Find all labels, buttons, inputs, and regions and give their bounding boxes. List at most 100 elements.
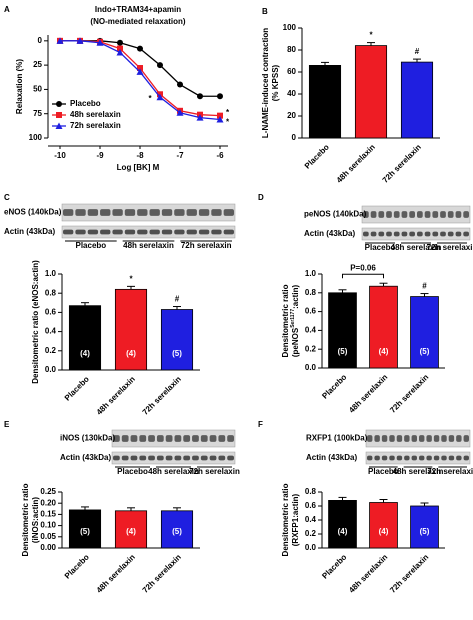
blot-band	[148, 455, 155, 461]
x-tick-label: 72h serelaxin	[388, 372, 430, 414]
n-label: (5)	[80, 527, 90, 536]
blot-group-label: Placebo	[117, 467, 148, 476]
blot-band	[401, 231, 408, 237]
blot-band	[426, 435, 432, 442]
legend-label: Placebo	[70, 99, 101, 108]
y-axis-label-part: :actin)	[291, 285, 300, 309]
y-tick-label: 0.6	[305, 307, 317, 316]
bar	[308, 65, 342, 139]
x-tick-label: -7	[176, 151, 184, 160]
blot-label: Actin (43kDa)	[4, 227, 55, 236]
y-tick-label: 1.0	[45, 269, 57, 278]
blot-band	[440, 231, 446, 237]
blot-band	[417, 211, 423, 218]
blot-band	[381, 455, 388, 461]
blot-band	[124, 209, 136, 216]
blot-band	[456, 435, 462, 442]
blot-label: eNOS (140kDa)	[4, 208, 62, 217]
y-tick-label: 0.4	[305, 326, 317, 335]
blot-band	[378, 211, 385, 218]
y-tick-label: 100	[283, 23, 297, 32]
marker	[117, 45, 123, 52]
n-label: (4)	[338, 527, 348, 536]
blot-band	[139, 455, 147, 461]
blot-band	[200, 435, 208, 442]
x-tick-label: Placebo	[320, 372, 348, 400]
blot-band	[432, 231, 439, 237]
chart-title: Indo+TRAM34+apamin	[95, 5, 181, 14]
n-label: (5)	[338, 347, 348, 356]
y-tick-label: 50	[33, 85, 42, 94]
y-axis-label: Densitometric ratio	[281, 284, 290, 357]
blot-group-label: Placebo	[365, 243, 396, 252]
legend-label: 72h serelaxin	[70, 121, 121, 130]
blot-band	[211, 229, 222, 235]
x-tick-label: Placebo	[63, 374, 91, 402]
y-tick-label: 20	[287, 111, 296, 120]
blot-band	[367, 455, 373, 461]
x-tick-label: -9	[96, 151, 104, 160]
blot-label: RXFP1 (100kDa)	[306, 434, 368, 443]
blot-label: peNOS (140kDa)	[304, 210, 367, 219]
x-tick-label: 72h serelaxin	[141, 552, 183, 594]
blot-band	[396, 435, 403, 442]
blot-band	[448, 435, 455, 442]
x-axis-label: Log [BK] M	[117, 163, 160, 172]
marker	[216, 116, 224, 123]
blot-band	[363, 211, 369, 218]
blot-band	[113, 435, 120, 442]
blot-band	[447, 211, 454, 218]
blot-band	[432, 211, 439, 218]
y-tick-label: 0.2	[45, 346, 57, 355]
bar	[354, 45, 388, 139]
bar	[369, 502, 398, 549]
y-tick-label: 0.2	[305, 344, 317, 353]
bar	[160, 510, 194, 549]
blot-band	[426, 455, 432, 461]
blot-band	[218, 455, 226, 461]
marker	[96, 39, 104, 46]
marker	[197, 93, 203, 100]
panel-letter: E	[4, 420, 10, 429]
panel-letter: F	[258, 420, 263, 429]
y-axis-label: Densitometric ratio	[281, 483, 290, 556]
blot-band	[200, 455, 208, 461]
blot-band	[149, 229, 160, 235]
blot-band	[393, 211, 400, 218]
marker	[177, 81, 183, 88]
marker	[217, 112, 223, 119]
x-tick-label: 48h serelaxin	[347, 552, 389, 594]
x-tick-label: 48h serelaxin	[95, 552, 137, 594]
blot-band	[63, 229, 74, 235]
x-tick-label: 48h serelaxin	[347, 372, 389, 414]
significance: *	[226, 118, 230, 127]
marker	[156, 93, 164, 101]
y-axis-label: L-NAME-induced contraction	[261, 28, 270, 138]
bar	[328, 499, 357, 549]
blot-band	[389, 435, 395, 442]
n-label: (4)	[379, 527, 389, 536]
y-axis-label-part: Ser1177	[290, 309, 296, 328]
blot-label: iNOS (130kDa)	[60, 434, 115, 443]
blot-label: Actin (43kDa)	[306, 453, 357, 462]
y-tick-label: 1.0	[305, 269, 317, 278]
blot-group-label: 72h serelaxin	[427, 467, 473, 476]
blot-band	[112, 229, 123, 235]
blot-group-label: 72h serelaxin	[427, 243, 473, 252]
blot-band	[370, 211, 377, 218]
x-tick-label: Placebo	[303, 142, 331, 170]
blot-band	[409, 231, 415, 237]
blot-band	[174, 435, 182, 442]
blot-band	[378, 231, 385, 237]
x-tick-label: -6	[216, 151, 224, 160]
panel-letter: B	[262, 7, 268, 16]
blot-band	[161, 209, 173, 216]
bar	[160, 309, 194, 371]
marker	[116, 48, 124, 56]
blot-band	[223, 209, 234, 216]
marker	[176, 109, 184, 116]
blot-band	[87, 209, 99, 216]
blot-band	[113, 455, 120, 461]
blot-band	[121, 435, 129, 442]
blot-band	[156, 455, 164, 461]
